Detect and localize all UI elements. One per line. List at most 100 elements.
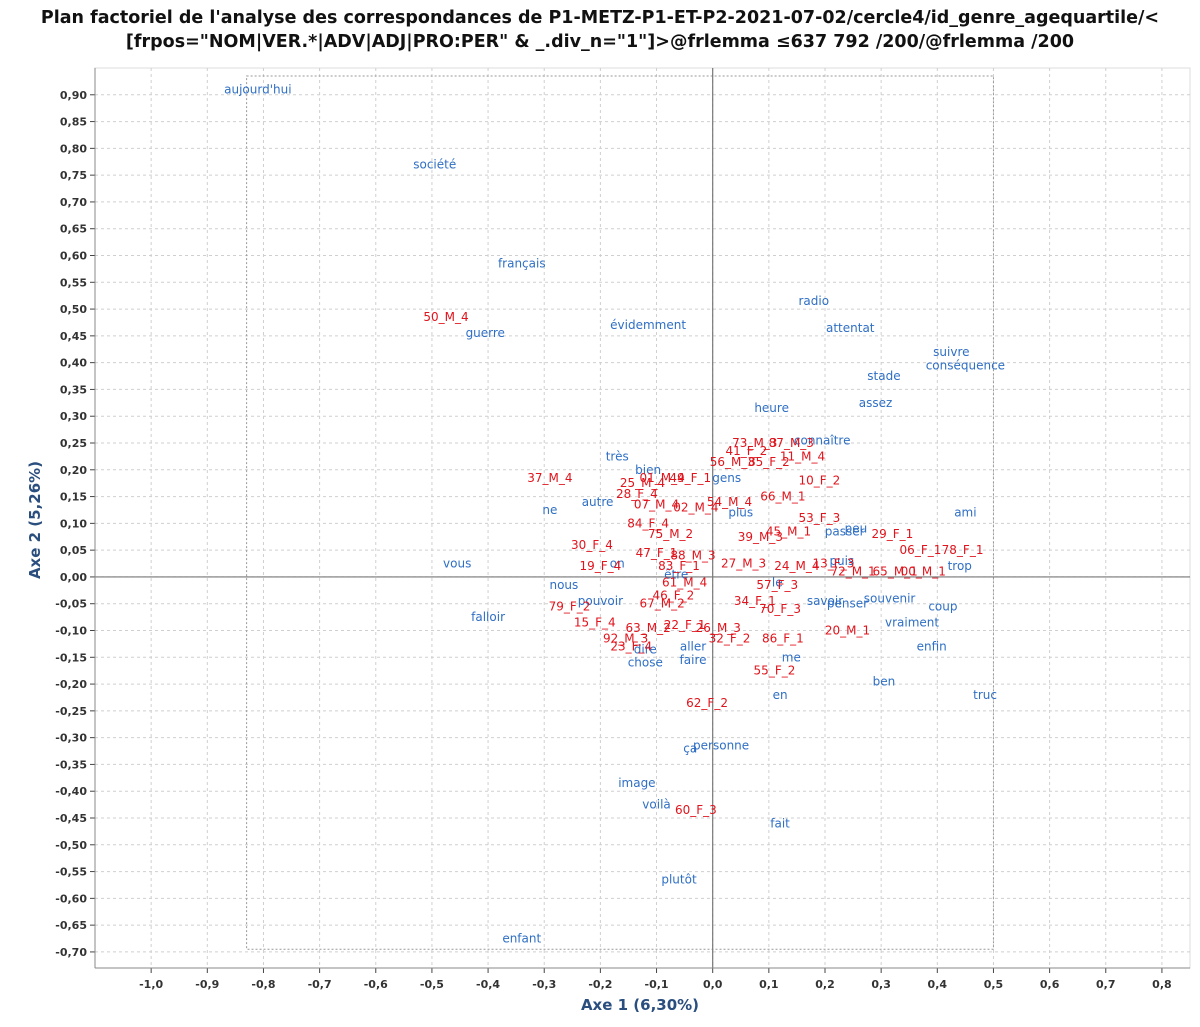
lemma-point: autre	[582, 495, 614, 509]
chart-title-line-2: [frpos="NOM|VER.*|ADV|ADJ|PRO:PER" & _.d…	[125, 32, 1075, 52]
speaker-point: 63_M_2	[625, 621, 670, 635]
speaker-point: 46_F_2	[652, 589, 694, 603]
x-tick-label: 0,0	[703, 978, 723, 991]
y-tick-label: 0,15	[60, 491, 87, 504]
y-tick-label: 0,45	[60, 330, 87, 343]
y-tick-label: 0,00	[60, 571, 87, 584]
lemma-point: fait	[770, 816, 790, 830]
lemma-point: évidemment	[610, 318, 686, 332]
speaker-point: 86_F_1	[762, 632, 804, 646]
lemma-point: penser	[827, 597, 868, 611]
y-tick-label: -0,25	[55, 705, 87, 718]
x-tick-label: 0,6	[1040, 978, 1060, 991]
speaker-point: 13_F_3	[813, 557, 855, 571]
speaker-point: 00_M_1	[901, 565, 946, 579]
y-tick-label: 0,30	[60, 410, 87, 423]
lemma-point: passer	[825, 524, 865, 538]
lemma-point: peu	[845, 522, 868, 536]
lemma-point: voilà	[642, 798, 670, 812]
y-tick-label: -0,45	[55, 812, 87, 825]
lemma-point: assez	[859, 396, 893, 410]
speaker-point: 29_F_1	[871, 527, 913, 541]
lemma-point: faire	[680, 653, 707, 667]
lemma-point: ami	[954, 506, 976, 520]
x-tick-label: -0,6	[364, 978, 388, 991]
x-tick-label: -0,1	[645, 978, 669, 991]
lemma-point: souvenir	[864, 591, 916, 605]
lemma-point: on	[610, 557, 625, 571]
x-tick-label: 0,1	[759, 978, 779, 991]
x-tick-label: -0,7	[308, 978, 332, 991]
lemma-point: gens	[712, 471, 741, 485]
y-tick-label: -0,55	[55, 866, 87, 879]
speaker-point: 37_M_4	[527, 471, 572, 485]
lemma-point: pouvoir	[578, 594, 623, 608]
lemma-point: ça	[683, 741, 697, 755]
speaker-point: 02_M_4	[673, 500, 718, 514]
lemma-point: nous	[549, 578, 578, 592]
y-tick-label: -0,60	[55, 892, 87, 905]
lemma-point: le	[772, 575, 783, 589]
lemma-point: conséquence	[926, 358, 1005, 372]
speaker-point: 15_F_4	[574, 615, 616, 629]
lemma-point: vous	[443, 557, 471, 571]
speaker-point: 73_M_3	[732, 436, 777, 450]
y-tick-label: -0,65	[55, 919, 87, 932]
speaker-point: 26_M_3	[696, 621, 741, 635]
y-tick-label: 0,60	[60, 250, 87, 263]
lemma-point: aujourd'hui	[224, 82, 291, 96]
y-tick-label: -0,70	[55, 946, 87, 959]
lemma-point: heure	[754, 401, 789, 415]
grid	[94, 67, 1191, 969]
lemma-point: connaître	[794, 433, 851, 447]
speaker-point: 20_M_1	[825, 624, 870, 638]
x-tick-label: 0,4	[928, 978, 948, 991]
zero-axes	[95, 68, 1190, 968]
x-tick-label: 0,5	[984, 978, 1004, 991]
y-axis-title: Axe 2 (5,26%)	[26, 461, 44, 579]
y-tick-label: 0,70	[60, 196, 87, 209]
lemma-point: ben	[873, 674, 896, 688]
lemma-point: radio	[798, 294, 829, 308]
chart-title-line-1: Plan factoriel de l'analyse des correspo…	[40, 8, 1160, 28]
speaker-point: 06_F_1	[900, 543, 942, 557]
frame-rectangle	[246, 75, 994, 950]
speaker-point: 01_M_4	[640, 471, 685, 485]
speaker-point: 54_M_4	[707, 495, 752, 509]
speaker-point: 83_F_1	[658, 559, 700, 573]
lemma-point: en	[773, 688, 788, 702]
speaker-point: 11_M_4	[780, 449, 825, 463]
lemma-point: trop	[948, 559, 972, 573]
speaker-point: 45_M_1	[766, 524, 811, 538]
y-tick-label: 0,35	[60, 383, 87, 396]
speaker-point: 78_F_1	[942, 543, 984, 557]
y-axis-ticks: 0,90 0,85 0,80 0,75 0,70 0,65 0,60 0,55 0,50 0,45…	[55, 68, 96, 968]
speaker-point: 87_M_3	[769, 436, 814, 450]
y-tick-label: -0,05	[55, 598, 87, 611]
y-tick-label: -0,40	[55, 785, 87, 798]
speaker-point: 57_F_3	[756, 578, 798, 592]
speaker-point: 41_F_2	[725, 444, 767, 458]
speaker-point: 79_F_2	[549, 599, 591, 613]
x-tick-label: -0,4	[476, 978, 500, 991]
lemma-point: très	[606, 449, 629, 463]
lemma-point: vraiment	[885, 615, 939, 629]
speaker-point: 19_F_4	[579, 559, 621, 573]
lemma-point: personne	[693, 739, 749, 753]
lemma-point: être	[664, 567, 688, 581]
y-tick-label: 0,25	[60, 437, 87, 450]
y-tick-label: 0,85	[60, 116, 87, 129]
y-tick-label: 0,90	[60, 89, 87, 102]
y-tick-label: -0,30	[55, 732, 87, 745]
y-tick-label: -0,35	[55, 758, 87, 771]
x-axis-title: Axe 1 (6,30%)	[581, 996, 699, 1014]
speaker-point: 27_M_3	[721, 557, 766, 571]
x-tick-label: 0,2	[815, 978, 835, 991]
lemma-point: bien	[635, 463, 661, 477]
lemma-point: chose	[628, 656, 663, 670]
speaker-point: 25_M_4	[620, 476, 665, 490]
lemma-point: puis	[829, 554, 854, 568]
lemma-point: enfin	[917, 640, 947, 654]
lemma-point: plutôt	[661, 873, 697, 887]
